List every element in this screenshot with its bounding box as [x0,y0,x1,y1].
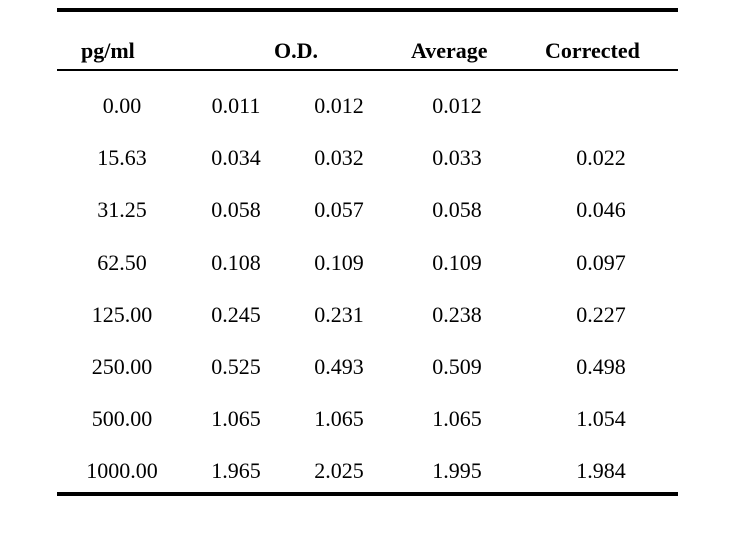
cell-od-2: 0.012 [314,93,364,118]
header-average: Average [411,38,488,63]
cell-concentration: 0.00 [102,93,142,118]
cell-od-1: 0.011 [211,93,261,118]
cell-od-1: 0.034 [211,145,261,171]
cell-corrected: 1.984 [576,458,626,484]
cell-average: 0.238 [432,301,482,327]
table-header-row: pg/ml O.D. Average Corrected [57,12,678,69]
table-row: 250.00 0.525 0.493 0.509 0.498 [57,332,678,384]
cell-corrected: 0.022 [576,145,626,171]
table-row: 125.00 0.245 0.231 0.238 0.227 [57,280,678,332]
cell-concentration: 31.25 [97,197,147,223]
table-header-rule [57,69,678,71]
cell-average: 0.033 [432,145,482,171]
table-row: 500.00 1.065 1.065 1.065 1.054 [57,384,678,436]
cell-corrected: 1.054 [576,406,626,432]
cell-concentration: 125.00 [91,301,153,327]
cell-od-1: 0.245 [211,301,261,327]
cell-corrected: 0.498 [576,353,626,379]
cell-od-2: 0.057 [314,197,364,223]
table-row: 0.00 0.011 0.012 0.012 [57,71,678,123]
cell-od-2: 0.493 [314,353,364,379]
cell-od-2: 0.231 [314,301,364,327]
cell-od-2: 1.065 [314,406,364,432]
cell-corrected: 0.097 [576,249,626,275]
header-od: O.D. [274,38,318,63]
cell-average: 0.012 [432,93,482,118]
cell-od-1: 0.108 [211,249,261,275]
cell-average: 1.065 [432,406,482,432]
cell-average: 0.058 [432,197,482,223]
cell-concentration: 250.00 [91,353,153,379]
cell-concentration: 500.00 [91,406,153,432]
cell-corrected: 0.227 [576,301,626,327]
cell-od-2: 0.109 [314,249,364,275]
table-bottom-rule [57,491,678,496]
cell-od-1: 1.965 [211,458,261,484]
table-top-rule [57,8,678,12]
cell-od-2: 2.025 [314,458,364,484]
cell-corrected: 0.046 [576,197,626,223]
header-concentration: pg/ml [81,38,135,63]
cell-od-1: 0.525 [211,353,261,379]
cell-concentration: 1000.00 [86,458,158,484]
cell-od-1: 0.058 [211,197,261,223]
table-row: 1000.00 1.965 2.025 1.995 1.984 [57,436,678,488]
cell-od-1: 1.065 [211,406,261,432]
standard-curve-table: pg/ml O.D. Average Corrected 0.00 0.011 … [57,8,678,496]
cell-od-2: 0.032 [314,145,364,171]
table-row: 31.25 0.058 0.057 0.058 0.046 [57,175,678,227]
cell-concentration: 15.63 [97,145,147,171]
table-row: 62.50 0.108 0.109 0.109 0.097 [57,228,678,280]
header-corrected: Corrected [545,38,640,63]
cell-average: 0.109 [432,249,482,275]
cell-average: 0.509 [432,353,482,379]
cell-average: 1.995 [432,458,482,484]
cell-concentration: 62.50 [97,249,147,275]
table-row: 15.63 0.034 0.032 0.033 0.022 [57,123,678,175]
